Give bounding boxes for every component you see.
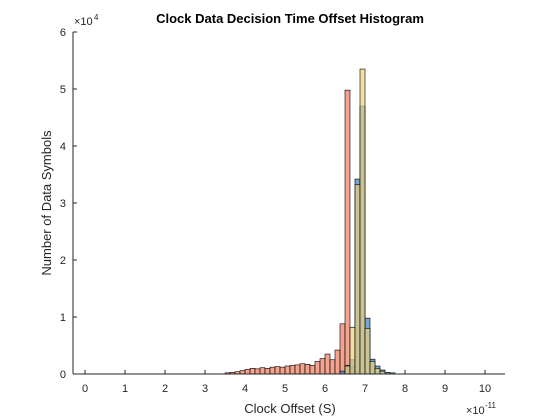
y-tick-label: 4 — [60, 141, 66, 153]
histogram-bar — [304, 364, 311, 375]
histogram-bar — [339, 323, 346, 375]
y-tick-label: 2 — [60, 255, 66, 267]
histogram-bar — [374, 367, 381, 375]
y-exponent: ×10 4 — [74, 13, 99, 28]
histogram-bar — [244, 369, 251, 375]
x-tick-label: 1 — [122, 383, 128, 395]
histogram-bar — [349, 326, 356, 375]
y-exponent-base: ×10 — [74, 16, 93, 28]
x-tick-label: 7 — [362, 383, 368, 395]
x-tick-label: 2 — [162, 383, 168, 395]
y-exponent-power: 4 — [94, 13, 99, 22]
histogram-bar — [344, 89, 351, 375]
histogram-bar — [269, 366, 276, 375]
x-tick-label: 10 — [479, 383, 491, 395]
x-exponent-power: -11 — [485, 401, 497, 410]
histogram-bar — [359, 68, 366, 375]
histogram-bar — [289, 365, 296, 375]
x-exponent: ×10 -11 — [466, 401, 497, 417]
x-tick-label: 0 — [82, 383, 88, 395]
x-tick-label: 9 — [442, 383, 448, 395]
histogram-bar — [294, 364, 301, 375]
y-tick-label: 5 — [60, 84, 66, 96]
histogram-bar — [274, 366, 281, 375]
x-tick-label: 4 — [242, 383, 248, 395]
histogram-bar — [284, 365, 291, 375]
axes-layer: 0 1 2 3 4 5 6 7 8 9 10 0 1 2 3 4 5 6 — [60, 27, 505, 395]
plot-background — [73, 32, 505, 374]
histogram-bar — [239, 370, 246, 375]
histogram-bar — [264, 367, 271, 375]
histogram-bar — [309, 365, 316, 375]
histogram-bar — [329, 359, 336, 375]
histogram-bar — [344, 365, 351, 375]
x-tick-label: 3 — [202, 383, 208, 395]
y-tick-label: 0 — [60, 369, 66, 381]
histogram-bar — [259, 367, 266, 375]
histogram-bar — [354, 184, 361, 375]
histogram-bar — [279, 366, 286, 375]
histogram-bar — [324, 353, 331, 375]
y-tick-label: 6 — [60, 27, 66, 39]
histogram-bar — [299, 363, 306, 375]
y-tick-label: 3 — [60, 198, 66, 210]
histogram-bar — [364, 328, 371, 375]
histogram-series-1 — [224, 89, 361, 375]
histogram-bar — [319, 358, 326, 375]
x-tick-label: 6 — [322, 383, 328, 395]
x-exponent-base: ×10 — [466, 405, 485, 417]
x-tick-label: 8 — [402, 383, 408, 395]
bars-layer — [224, 68, 396, 375]
histogram-bar — [314, 361, 321, 375]
x-tick-label: 5 — [282, 383, 288, 395]
histogram-bar — [334, 349, 341, 375]
histogram-bar — [254, 368, 261, 375]
histogram-bar — [369, 361, 376, 375]
histogram-bar — [249, 367, 256, 375]
y-tick-label: 1 — [60, 312, 66, 324]
x-axis-label: Clock Offset (S) — [244, 401, 336, 416]
chart-title: Clock Data Decision Time Offset Histogra… — [156, 11, 424, 26]
y-axis-label: Number of Data Symbols — [39, 130, 54, 276]
plot-area — [73, 32, 505, 374]
